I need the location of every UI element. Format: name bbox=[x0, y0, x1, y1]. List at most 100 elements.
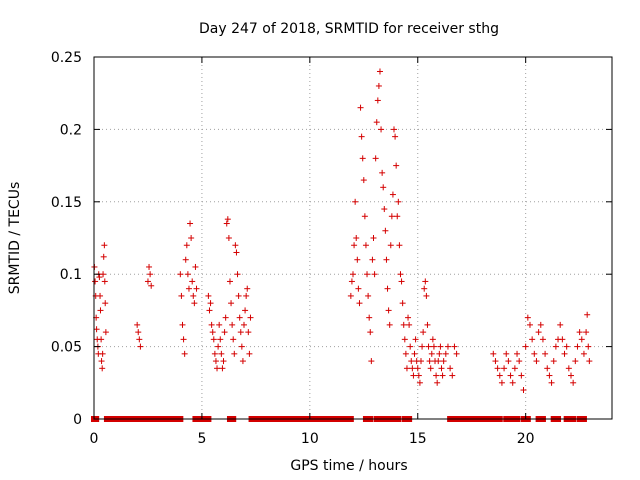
y-tick-label: 0.25 bbox=[51, 50, 82, 66]
data-point bbox=[401, 336, 408, 343]
data-point bbox=[193, 285, 200, 292]
data-point bbox=[585, 343, 592, 350]
data-point bbox=[402, 350, 409, 357]
data-point bbox=[217, 336, 224, 343]
data-point bbox=[490, 350, 497, 357]
data-point bbox=[386, 321, 393, 328]
data-point bbox=[388, 213, 395, 220]
data-point bbox=[357, 104, 364, 111]
data-point bbox=[353, 235, 360, 241]
data-point bbox=[230, 336, 237, 343]
data-point bbox=[563, 343, 570, 350]
grid-lines bbox=[94, 57, 612, 419]
data-points bbox=[91, 68, 593, 394]
data-point bbox=[370, 235, 377, 241]
data-point bbox=[350, 271, 356, 278]
data-point bbox=[383, 256, 390, 263]
plot-frame bbox=[93, 56, 613, 420]
data-point bbox=[231, 350, 238, 357]
data-point bbox=[444, 343, 451, 350]
data-point bbox=[379, 169, 386, 176]
data-point bbox=[355, 285, 362, 292]
data-point bbox=[244, 285, 251, 292]
data-point bbox=[191, 300, 198, 307]
data-point bbox=[205, 292, 212, 299]
data-point bbox=[394, 213, 401, 220]
data-point bbox=[225, 235, 232, 241]
data-point bbox=[97, 307, 104, 314]
data-point bbox=[576, 329, 583, 336]
data-point bbox=[516, 358, 523, 365]
data-point bbox=[374, 97, 381, 104]
data-point bbox=[102, 300, 109, 307]
data-point bbox=[400, 321, 407, 328]
chart-title: Day 247 of 2018, SRMTID for receiver sth… bbox=[199, 21, 499, 37]
data-point bbox=[408, 358, 415, 365]
data-point bbox=[238, 343, 245, 350]
data-point bbox=[572, 358, 579, 365]
data-point bbox=[522, 343, 529, 350]
data-point bbox=[414, 365, 421, 372]
data-point bbox=[222, 314, 229, 321]
data-point bbox=[137, 343, 144, 350]
data-point bbox=[148, 282, 155, 289]
data-point bbox=[501, 365, 508, 372]
data-point bbox=[229, 321, 236, 328]
data-point bbox=[182, 256, 189, 263]
data-point bbox=[544, 365, 551, 372]
data-point bbox=[206, 307, 213, 314]
data-point bbox=[207, 300, 214, 307]
data-point bbox=[188, 235, 195, 241]
data-point bbox=[531, 350, 538, 357]
data-point bbox=[398, 278, 405, 285]
data-point bbox=[405, 314, 412, 321]
data-point bbox=[415, 372, 422, 379]
data-point bbox=[442, 350, 449, 357]
data-point bbox=[439, 372, 446, 379]
data-point bbox=[214, 365, 221, 372]
data-point bbox=[215, 343, 222, 350]
data-point bbox=[211, 350, 218, 357]
data-point bbox=[380, 184, 387, 191]
data-point bbox=[507, 372, 514, 379]
x-tick-label: 15 bbox=[409, 431, 427, 447]
data-point bbox=[412, 336, 419, 343]
data-point bbox=[557, 321, 564, 328]
data-point bbox=[384, 285, 391, 292]
data-point bbox=[356, 300, 363, 307]
data-point bbox=[422, 278, 429, 285]
data-point bbox=[375, 82, 382, 89]
data-point bbox=[367, 329, 374, 336]
data-point bbox=[395, 198, 402, 205]
data-point bbox=[218, 350, 225, 357]
data-point bbox=[430, 343, 437, 350]
data-point bbox=[100, 271, 107, 278]
data-point bbox=[147, 271, 154, 278]
data-point bbox=[135, 329, 142, 336]
data-point bbox=[243, 292, 250, 299]
data-point bbox=[492, 358, 499, 365]
data-point bbox=[366, 314, 373, 321]
data-point bbox=[373, 119, 380, 126]
data-point bbox=[451, 343, 458, 350]
data-point bbox=[378, 126, 385, 133]
data-point bbox=[102, 329, 109, 336]
data-point bbox=[416, 379, 423, 386]
data-point bbox=[425, 343, 432, 350]
data-point bbox=[382, 227, 389, 234]
data-point bbox=[223, 220, 230, 227]
data-point bbox=[434, 379, 441, 386]
data-point bbox=[134, 321, 141, 328]
data-point bbox=[453, 350, 460, 357]
data-point bbox=[228, 300, 235, 307]
data-point bbox=[397, 271, 404, 278]
data-point bbox=[570, 379, 577, 386]
data-point bbox=[503, 350, 510, 357]
y-axis-label: SRMTID / TECUs bbox=[7, 182, 23, 295]
data-point bbox=[100, 253, 107, 260]
data-point bbox=[449, 372, 456, 379]
data-point bbox=[372, 155, 379, 162]
data-point bbox=[387, 242, 394, 249]
data-point bbox=[393, 162, 400, 169]
